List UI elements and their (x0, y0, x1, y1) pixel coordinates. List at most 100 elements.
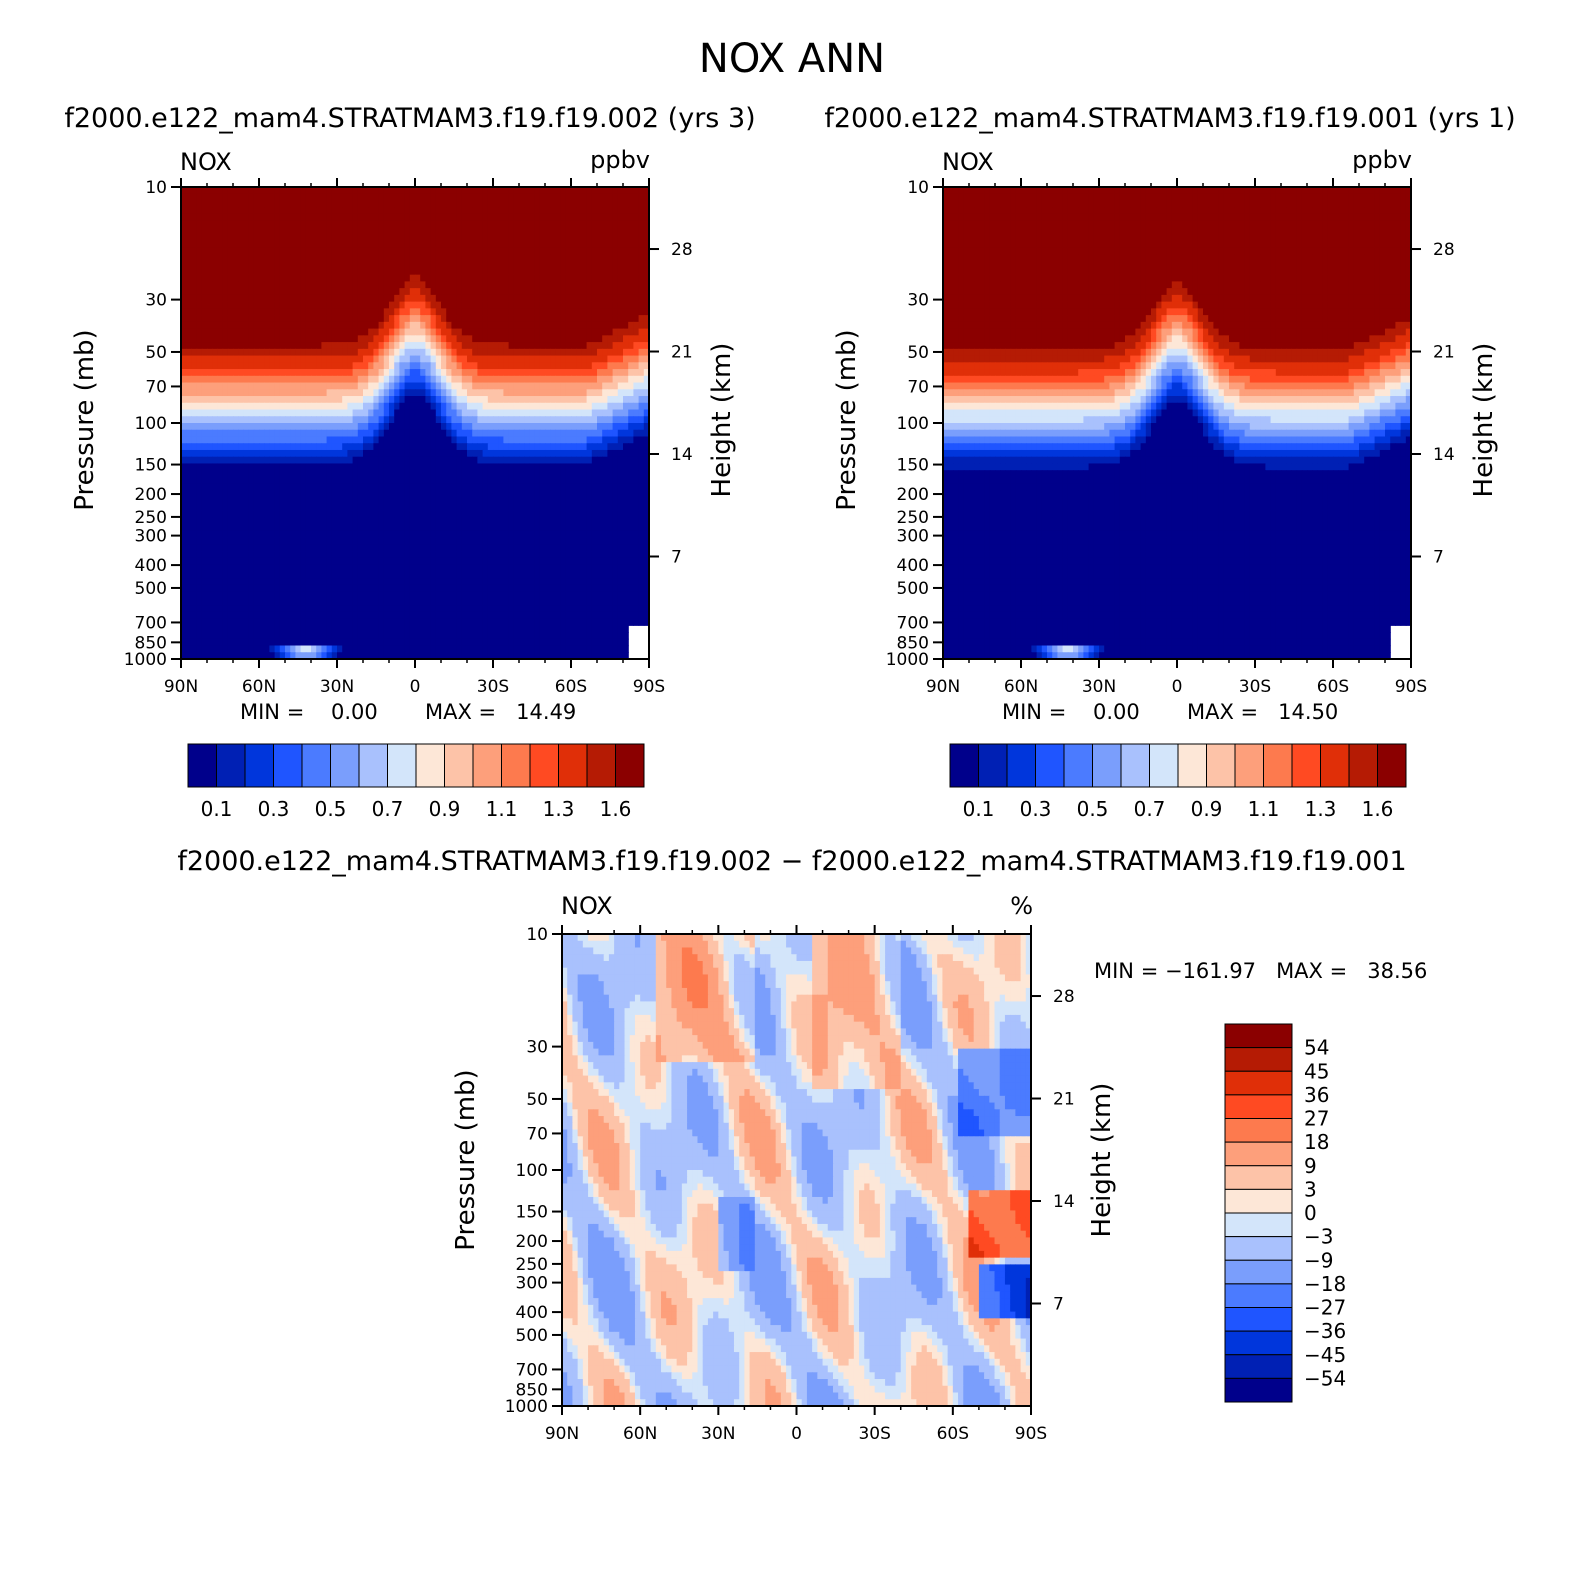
field-cell (410, 295, 416, 302)
field-cell (368, 194, 374, 201)
field-cell (264, 207, 270, 214)
field-cell (342, 376, 348, 383)
field-cell (628, 295, 634, 302)
field-cell (223, 275, 229, 282)
field-cell (436, 335, 442, 342)
field-cell (498, 275, 504, 282)
field-cell (633, 187, 639, 194)
field-cell (550, 207, 556, 214)
field-cell (243, 295, 249, 302)
field-cell (472, 288, 478, 295)
field-cell (524, 200, 530, 207)
field-cell (633, 315, 639, 322)
field-cell (238, 288, 244, 295)
field-cell (399, 356, 405, 363)
field-cell (295, 227, 301, 234)
field-cell (457, 302, 463, 309)
field-cell (529, 268, 535, 275)
field-cell (540, 281, 546, 288)
field-cell (399, 261, 405, 268)
field-cell (436, 275, 442, 282)
field-cell (597, 281, 603, 288)
field-cell (368, 308, 374, 315)
field-cell (384, 362, 390, 369)
field-cell (238, 207, 244, 214)
field-cell (280, 281, 286, 288)
field-cell (290, 369, 296, 376)
field-cell (446, 214, 452, 221)
field-cell (566, 241, 572, 248)
field-cell (639, 187, 645, 194)
field-cell (602, 187, 608, 194)
field-cell (243, 356, 249, 363)
field-cell (228, 329, 234, 336)
field-cell (249, 322, 255, 329)
field-cell (202, 275, 208, 282)
field-cell (368, 302, 374, 309)
field-cell (550, 234, 556, 241)
field-cell (446, 227, 452, 234)
field-cell (493, 261, 499, 268)
field-cell (389, 342, 395, 349)
field-cell (488, 335, 494, 342)
field-cell (264, 275, 270, 282)
field-cell (524, 214, 530, 221)
field-cell (368, 221, 374, 228)
field-cell (415, 187, 421, 194)
field-cell (394, 302, 400, 309)
field-cell (389, 376, 395, 383)
field-cell (633, 261, 639, 268)
field-cell (597, 234, 603, 241)
field-cell (503, 268, 509, 275)
field-cell (373, 248, 379, 255)
field-cell (581, 261, 587, 268)
field-cell (503, 322, 509, 329)
field-cell (623, 187, 629, 194)
field-cell (425, 349, 431, 356)
field-cell (571, 214, 577, 221)
field-cell (254, 322, 260, 329)
field-cell (379, 329, 385, 336)
field-cell (633, 248, 639, 255)
field-cell (212, 227, 218, 234)
field-cell (431, 302, 437, 309)
field-cell (493, 335, 499, 342)
field-cell (306, 362, 312, 369)
field-cell (561, 315, 567, 322)
field-cell (368, 187, 374, 194)
field-cell (446, 349, 452, 356)
field-cell (493, 248, 499, 255)
field-cell (441, 356, 447, 363)
field-cell (498, 221, 504, 228)
field-cell (384, 241, 390, 248)
field-cell (581, 362, 587, 369)
field-cell (264, 261, 270, 268)
field-cell (555, 369, 561, 376)
field-cell (368, 254, 374, 261)
field-cell (457, 322, 463, 329)
field-cell (259, 315, 265, 322)
field-cell (503, 288, 509, 295)
field-cell (587, 329, 593, 336)
field-cell (249, 254, 255, 261)
field-cell (306, 207, 312, 214)
field-cell (347, 335, 353, 342)
field-cell (472, 234, 478, 241)
field-cell (550, 362, 556, 369)
field-cell (254, 335, 260, 342)
field-cell (327, 221, 333, 228)
field-cell (509, 268, 515, 275)
field-cell (633, 369, 639, 376)
field-cell (363, 221, 369, 228)
field-cell (301, 248, 307, 255)
field-cell (212, 322, 218, 329)
field-cell (488, 234, 494, 241)
field-cell (462, 248, 468, 255)
field-cell (571, 329, 577, 336)
field-cell (353, 187, 359, 194)
field-cell (410, 234, 416, 241)
field-cell (275, 308, 281, 315)
field-cell (420, 281, 426, 288)
field-cell (550, 261, 556, 268)
field-cell (249, 376, 255, 383)
